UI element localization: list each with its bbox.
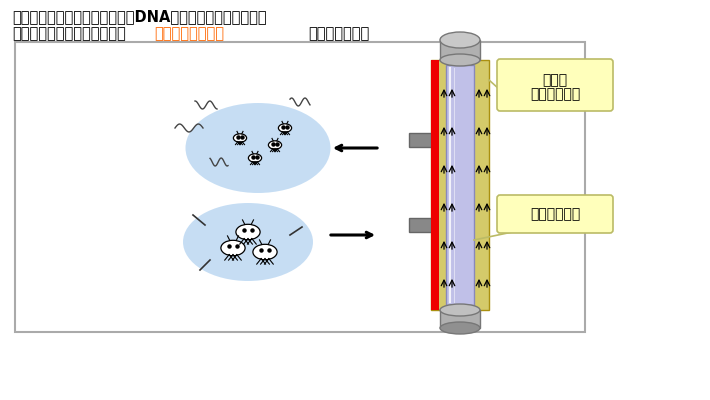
Ellipse shape [440,304,480,316]
Bar [440,310,480,328]
Bar [15,42,585,332]
Text: 紫外線殺菌灯: 紫外線殺菌灯 [530,207,580,221]
FancyBboxPatch shape [497,59,613,111]
Bar [409,218,431,232]
Bar [446,65,474,305]
Ellipse shape [221,240,245,256]
Ellipse shape [234,134,246,142]
FancyBboxPatch shape [497,195,613,233]
Text: 外線」を人工的に発生させ、: 外線」を人工的に発生させ、 [12,26,126,41]
Ellipse shape [248,154,261,162]
Ellipse shape [440,54,480,66]
Ellipse shape [440,32,480,48]
Bar [440,40,480,60]
Ellipse shape [253,244,277,260]
Ellipse shape [236,224,260,240]
Ellipse shape [268,141,282,149]
Text: 細菌増殖抑制効果: 細菌増殖抑制効果 [154,26,224,41]
Bar [409,133,431,147]
Text: 塗布プレート: 塗布プレート [530,87,580,101]
Text: を発揮します。: を発揮します。 [308,26,369,41]
Bar [431,60,439,310]
Ellipse shape [278,124,292,132]
Ellipse shape [185,103,330,193]
Ellipse shape [183,203,313,281]
Bar [431,60,489,310]
Ellipse shape [440,322,480,334]
Text: 光触媒: 光触媒 [542,73,567,87]
Text: 紫外線殺菌灯は、生物の細胞（DNA）等に有害な「短波長紫: 紫外線殺菌灯は、生物の細胞（DNA）等に有害な「短波長紫 [12,9,267,24]
